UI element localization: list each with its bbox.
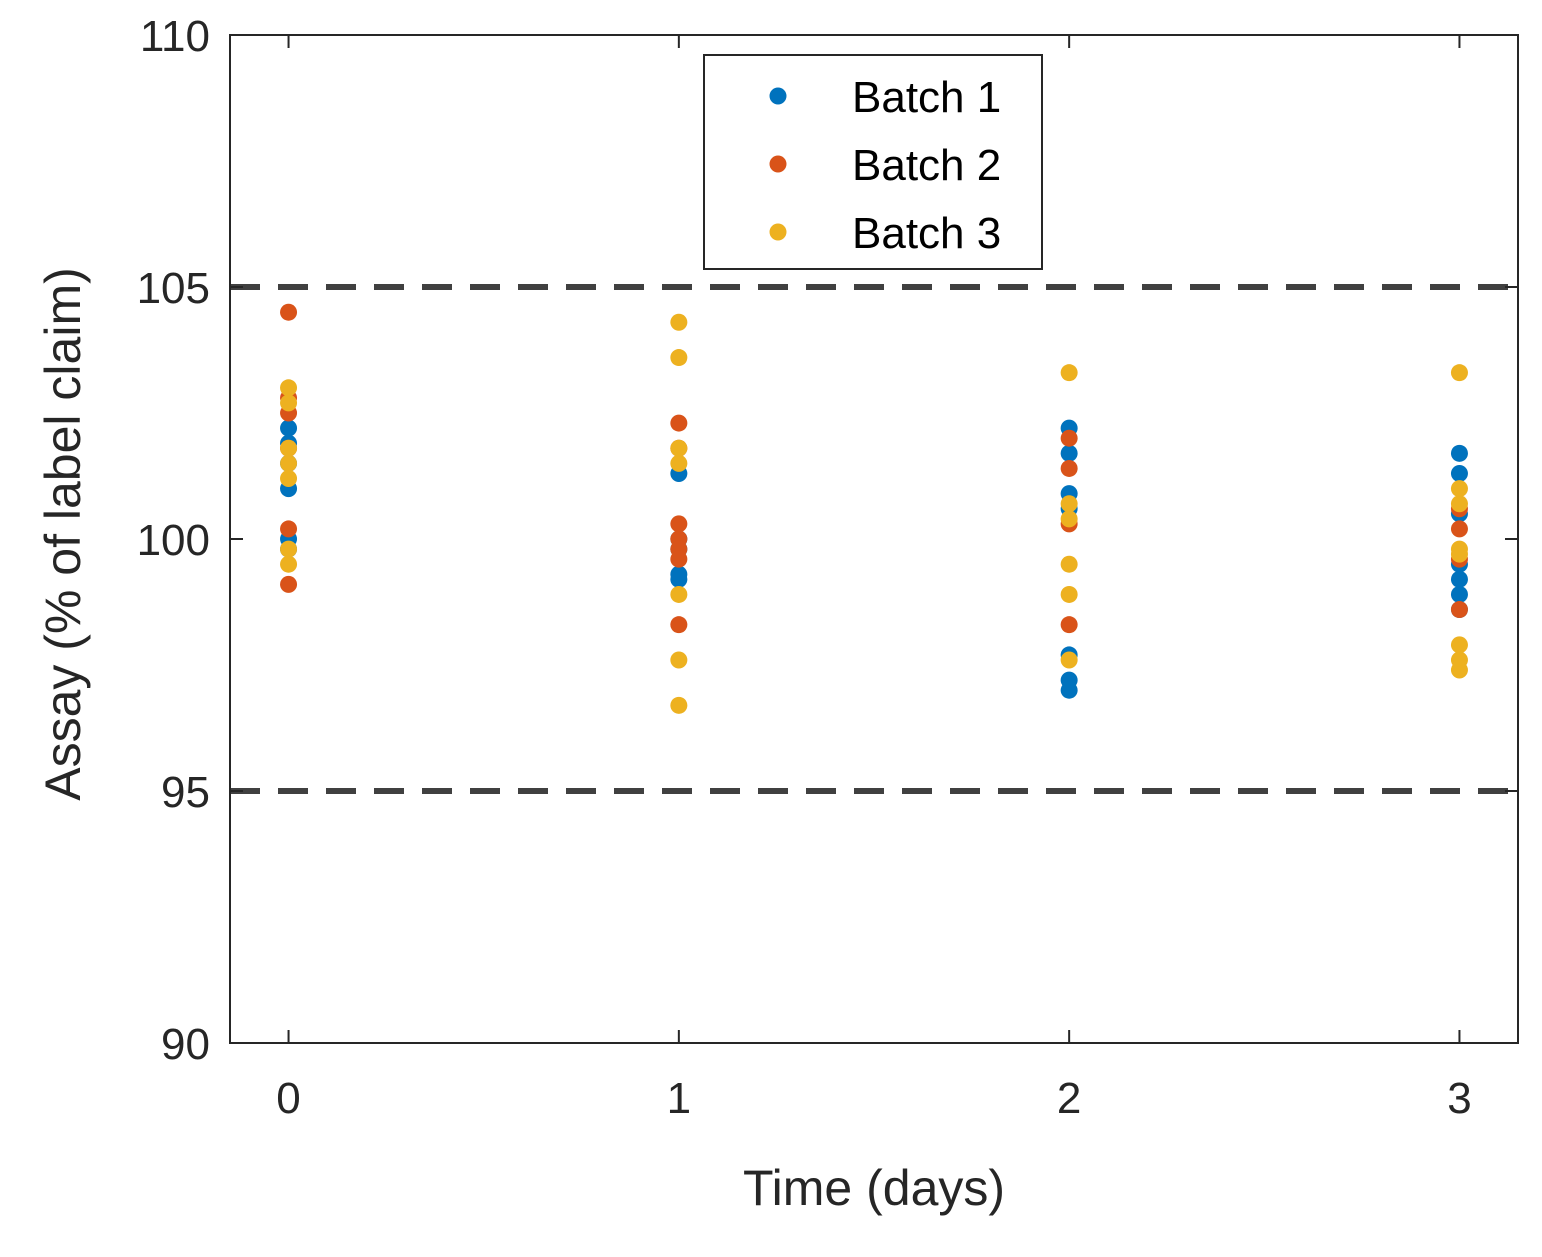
batch-3-point bbox=[1450, 636, 1468, 654]
batch-3-point bbox=[1060, 510, 1078, 528]
x-tick-label: 2 bbox=[1057, 1074, 1081, 1123]
legend: Batch 1 Batch 2 Batch 3 bbox=[703, 54, 1043, 270]
x-axis: 0 1 2 3 bbox=[276, 35, 1472, 1123]
x-axis-title: Time (days) bbox=[743, 1160, 1005, 1216]
batch-2-point bbox=[280, 575, 298, 593]
batch-3-point bbox=[670, 439, 688, 457]
batch-3-point bbox=[670, 585, 688, 603]
batch-2-point bbox=[1060, 459, 1078, 477]
batch-1-point bbox=[1450, 585, 1468, 603]
batch-2-point bbox=[1060, 616, 1078, 634]
legend-marker-batch-1 bbox=[769, 87, 787, 105]
batch-2-point bbox=[670, 515, 688, 533]
y-tick-label: 105 bbox=[137, 264, 210, 313]
batch-1-point bbox=[1060, 444, 1078, 462]
x-tick-label: 0 bbox=[276, 1074, 300, 1123]
batch-3-point bbox=[670, 313, 688, 331]
batch-1-point bbox=[1450, 570, 1468, 588]
y-axis: 90 95 100 105 110 bbox=[137, 12, 1518, 1069]
batch-3-point bbox=[670, 454, 688, 472]
data-points bbox=[280, 303, 1468, 714]
batch-3-point bbox=[1060, 555, 1078, 573]
batch-1-point bbox=[1450, 444, 1468, 462]
batch-3-point bbox=[280, 555, 298, 573]
batch-2-point bbox=[670, 550, 688, 568]
batch-1-point bbox=[670, 570, 688, 588]
y-axis-title: Assay (% of label claim) bbox=[35, 267, 91, 801]
batch-3-point bbox=[280, 540, 298, 558]
batch-3-point bbox=[670, 349, 688, 367]
batch-3-point bbox=[670, 651, 688, 669]
batch-3-point bbox=[1060, 651, 1078, 669]
batch-2-point bbox=[280, 303, 298, 321]
legend-box bbox=[703, 54, 1043, 270]
legend-marker-batch-2 bbox=[769, 155, 787, 173]
batch-2-point bbox=[280, 520, 298, 538]
batch-1-point bbox=[1450, 464, 1468, 482]
batch-3-point bbox=[1450, 495, 1468, 513]
batch-3-point bbox=[280, 439, 298, 457]
y-tick-label: 90 bbox=[161, 1020, 210, 1069]
y-tick-label: 100 bbox=[137, 516, 210, 565]
batch-3-point bbox=[1060, 364, 1078, 382]
batch-2-point bbox=[1450, 601, 1468, 619]
batch-3-point bbox=[1450, 545, 1468, 563]
legend-label-batch-2: Batch 2 bbox=[852, 141, 1001, 190]
batch-3-point bbox=[670, 696, 688, 714]
legend-label-batch-1: Batch 1 bbox=[852, 73, 1001, 122]
legend-label-batch-3: Batch 3 bbox=[852, 209, 1001, 258]
x-tick-label: 3 bbox=[1447, 1074, 1471, 1123]
batch-3-point bbox=[280, 379, 298, 397]
batch-3-point bbox=[280, 470, 298, 488]
batch-3-point bbox=[1450, 480, 1468, 498]
batch-1-point bbox=[1060, 681, 1078, 699]
batch-3-point bbox=[1060, 585, 1078, 603]
batch-2-point bbox=[1450, 520, 1468, 538]
batch-3-point bbox=[1060, 495, 1078, 513]
batch-1-point bbox=[280, 419, 298, 437]
batch-2-point bbox=[670, 616, 688, 634]
batch-3-point bbox=[280, 454, 298, 472]
y-tick-label: 95 bbox=[161, 768, 210, 817]
legend-marker-batch-3 bbox=[769, 223, 787, 241]
batch-3-point bbox=[1450, 364, 1468, 382]
batch-3-point bbox=[280, 394, 298, 412]
x-tick-label: 1 bbox=[667, 1074, 691, 1123]
batch-2-point bbox=[670, 414, 688, 432]
batch-3-point bbox=[1450, 661, 1468, 679]
reference-lines bbox=[230, 284, 1518, 794]
y-tick-label: 110 bbox=[140, 12, 210, 61]
batch-2-point bbox=[1060, 429, 1078, 447]
